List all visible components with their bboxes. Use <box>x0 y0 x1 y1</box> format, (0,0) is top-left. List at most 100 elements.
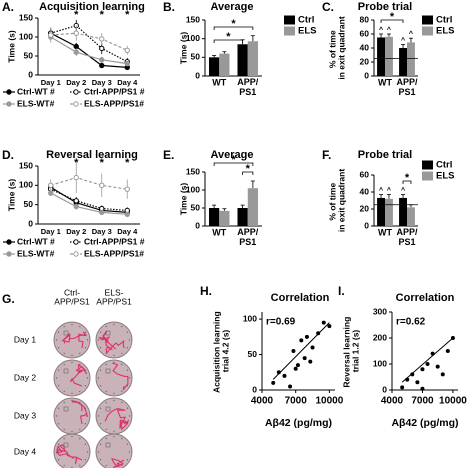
swim-path <box>104 407 129 430</box>
bar-symbol: ^ <box>401 36 405 44</box>
data-point <box>327 324 332 329</box>
significance-mark: * <box>100 157 105 169</box>
legend-label: Ctrl <box>436 15 452 26</box>
pool-marker <box>105 363 107 366</box>
platform <box>63 368 69 374</box>
x-tick-label: Day 3 <box>92 227 112 236</box>
data-point <box>73 43 79 50</box>
y-axis-label: % of time in exit quadrant <box>328 16 347 79</box>
data-point <box>282 373 287 378</box>
significance-mark: * <box>405 172 410 184</box>
pool <box>95 321 133 359</box>
data-point <box>73 203 79 210</box>
bar <box>377 37 385 76</box>
y-axis-label: Acquisition learning trial 4.2 (s) <box>212 309 231 393</box>
significance-bracket <box>380 19 404 23</box>
legend-label: Ctrl-APP/PS1 # <box>84 86 145 96</box>
y-tick-label: 0 <box>252 384 257 394</box>
y-tick-label: 50 <box>24 50 34 60</box>
pool-marker <box>79 352 81 355</box>
row-label: Day 3 <box>14 410 36 420</box>
pool-marker <box>128 415 131 417</box>
bar-symbol: ^ <box>401 186 405 194</box>
pool-marker <box>128 339 131 341</box>
y-axis-label: % of time in exit quadrant <box>328 169 347 232</box>
pool-marker <box>128 451 131 453</box>
platform <box>63 330 69 336</box>
y-tick-label: 60 <box>360 169 370 179</box>
data-point <box>440 372 445 377</box>
x-tick-label: 4000 <box>251 396 274 407</box>
y-tick-label: 150 <box>186 166 200 176</box>
column-header: ELS-APP/PS1 <box>96 288 132 307</box>
x-tick-label: Day 4 <box>117 227 138 236</box>
series-line <box>50 36 128 65</box>
bar-symbol: ^ <box>379 26 383 34</box>
x-axis-label: Aβ42 (pg/mg) <box>391 417 458 429</box>
pool-marker <box>86 451 89 453</box>
pool-marker <box>105 401 107 404</box>
y-tick-label: 0 <box>364 220 369 230</box>
pool-marker <box>57 423 60 425</box>
x-tick-label: 7000 <box>285 396 308 407</box>
bar <box>407 42 415 76</box>
pool-marker <box>79 325 81 328</box>
y-tick-label: 150 <box>19 160 33 170</box>
y-tick-label: 50 <box>191 202 201 212</box>
legend-marker <box>73 89 79 95</box>
y-tick-label: 150 <box>186 14 200 24</box>
significance-mark: * <box>100 9 105 21</box>
y-axis-label: Time (s) <box>6 30 16 63</box>
data-point <box>445 349 450 353</box>
significance-bracket <box>242 171 254 175</box>
x-tick-label: WT <box>378 77 392 87</box>
pool-marker <box>99 459 102 461</box>
significance-mark: * <box>231 18 236 30</box>
pool-marker <box>99 443 102 445</box>
y-axis-label: Time (s) <box>6 179 16 212</box>
data-point <box>124 211 130 218</box>
data-point <box>308 359 313 364</box>
y-tick-label: 0 <box>364 70 369 80</box>
data-point <box>48 32 54 38</box>
platform <box>63 406 69 412</box>
y-tick-label: 0 <box>195 220 200 230</box>
data-point <box>299 338 304 343</box>
panel-label: D. <box>2 148 14 162</box>
pool-marker <box>57 459 60 461</box>
chart-title: Correlation <box>396 292 455 304</box>
y-tick-label: 80 <box>360 14 370 24</box>
pool <box>95 397 133 435</box>
y-tick-label: 100 <box>19 31 33 41</box>
bar <box>237 208 248 226</box>
pool-marker <box>121 464 123 467</box>
trend-line <box>272 322 330 380</box>
data-point <box>400 385 405 390</box>
panel-label: B. <box>163 0 175 14</box>
significance-mark: * <box>231 154 236 166</box>
legend-swatch <box>422 15 433 25</box>
pool-marker <box>126 369 129 371</box>
pool-marker <box>126 459 129 461</box>
legend-swatch <box>422 171 433 181</box>
annotation: r=0.62 <box>396 317 426 328</box>
data-point <box>310 345 315 350</box>
y-tick-label: 60 <box>360 28 370 38</box>
pool-marker <box>71 435 73 438</box>
bar <box>377 197 385 226</box>
pool-marker <box>126 443 129 445</box>
x-tick-label: Day 2 <box>66 78 86 87</box>
platform <box>105 330 111 336</box>
x-tick-label: APP/PS1 <box>396 227 418 247</box>
chart-title: Average <box>210 1 253 13</box>
bar-symbol: ^ <box>387 186 391 194</box>
data-point <box>73 174 79 181</box>
annotation: r=0.69 <box>266 317 296 328</box>
pool-marker <box>71 430 73 433</box>
pool-marker <box>113 354 115 357</box>
pool-marker <box>113 399 115 402</box>
pool-marker <box>84 385 87 387</box>
pool-marker <box>84 423 87 425</box>
